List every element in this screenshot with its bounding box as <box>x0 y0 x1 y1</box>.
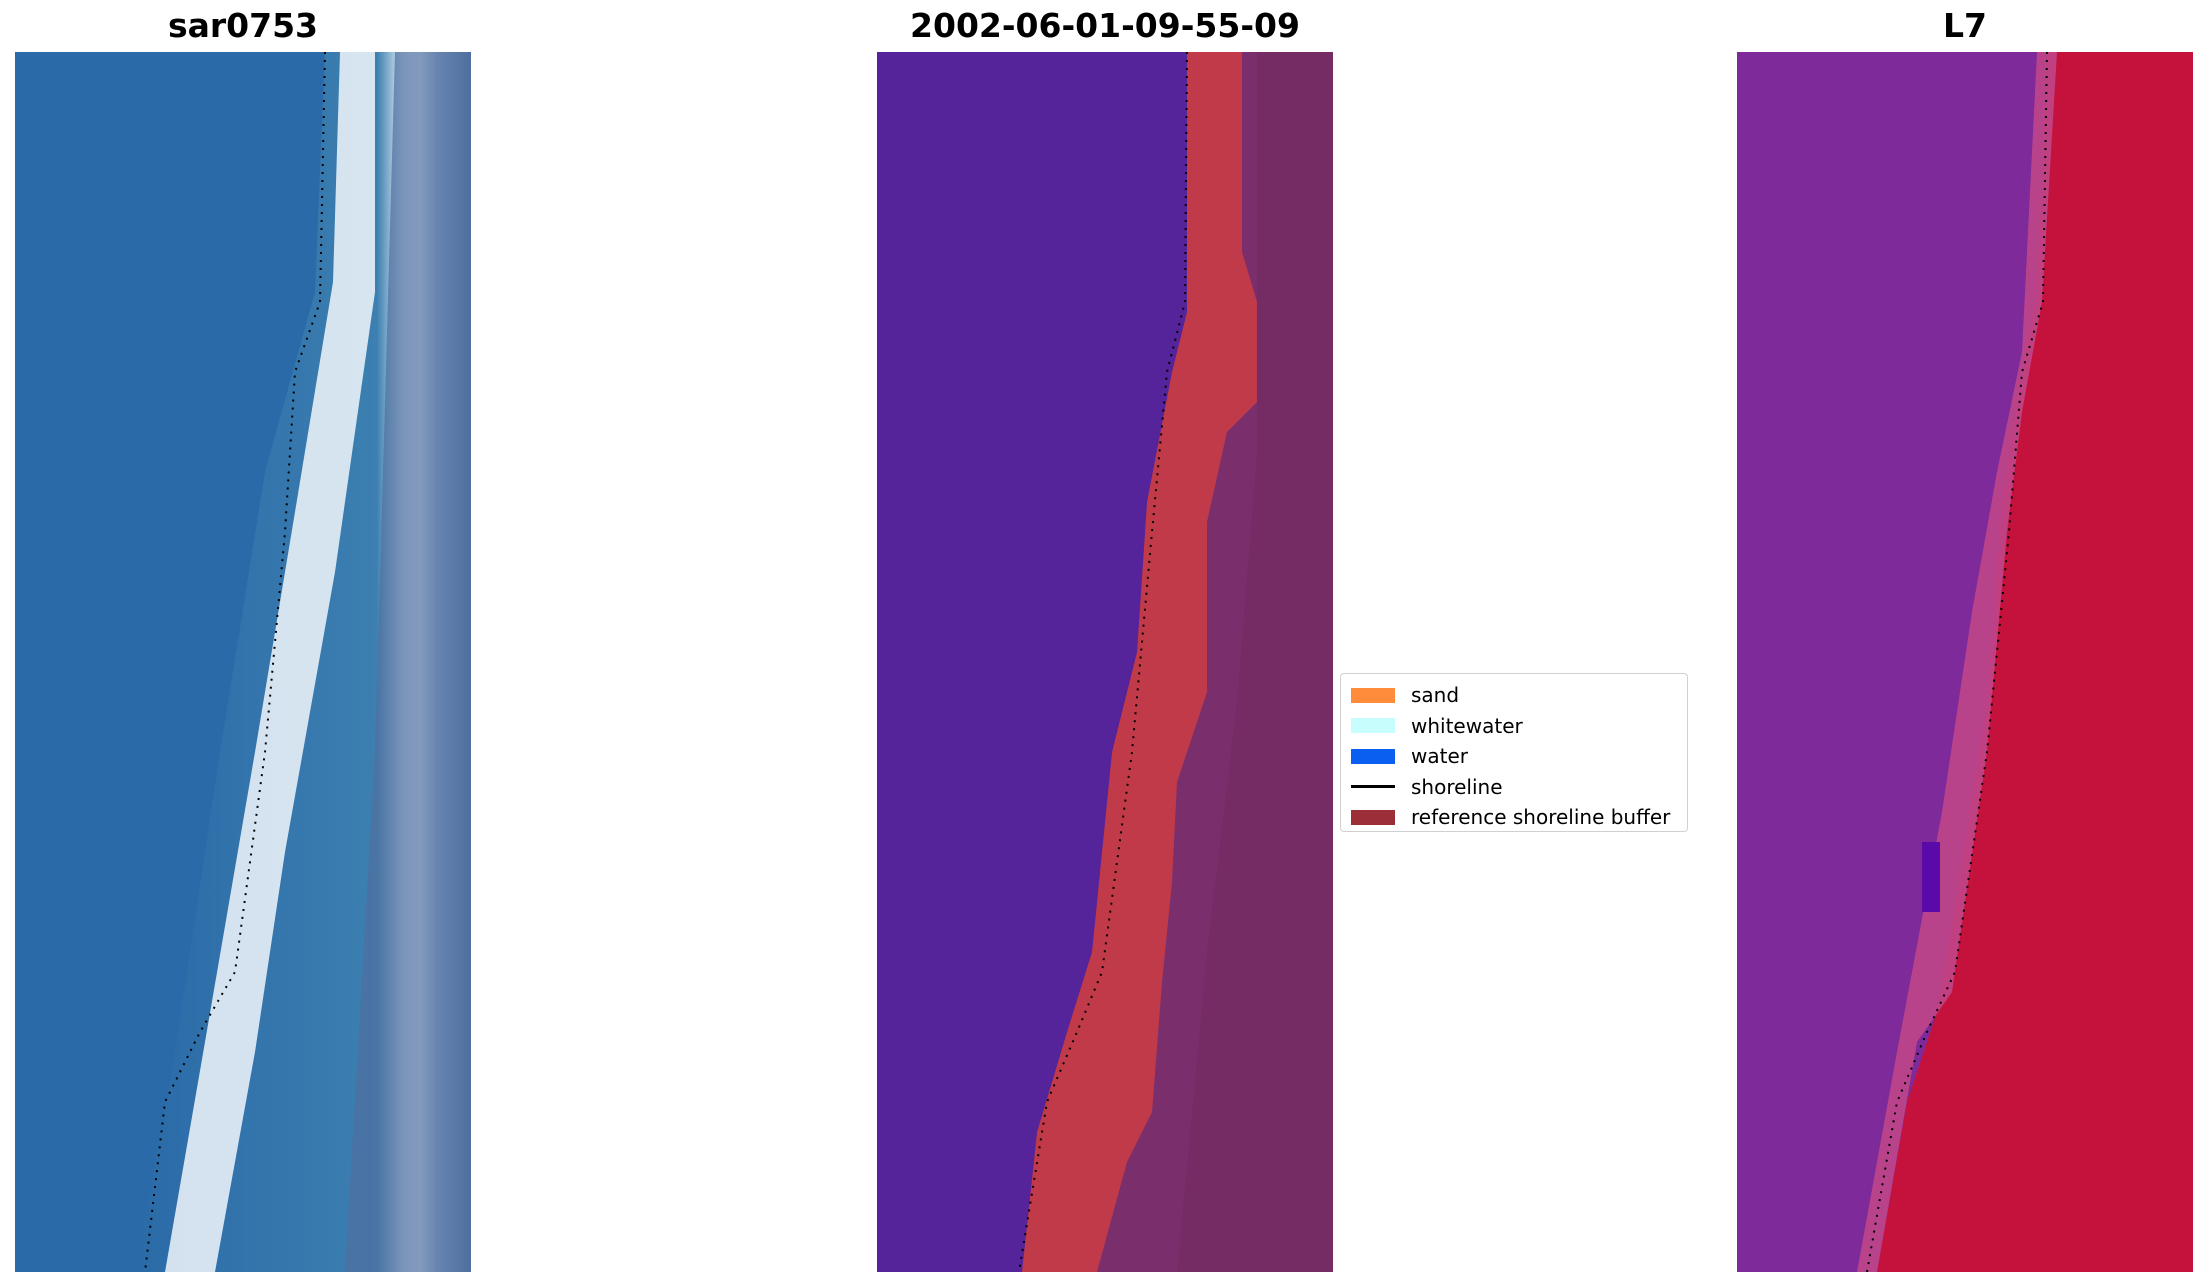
legend-swatch-shoreline <box>1351 785 1395 789</box>
legend-swatch-whitewater <box>1351 718 1395 734</box>
legend-swatch-reference-buffer <box>1351 809 1395 825</box>
legend-swatch-sand <box>1351 687 1395 703</box>
class-shoreline <box>1018 52 1188 1272</box>
rgb-land-strip <box>345 52 471 1272</box>
legend-label-water: water <box>1411 744 1468 769</box>
panel-title-rgb: sar0753 <box>167 6 319 45</box>
legend-item-sand: sand <box>1351 680 1677 711</box>
classification-panel <box>877 52 1333 1272</box>
legend-item-reference-buffer: reference shoreline buffer <box>1351 802 1677 833</box>
legend-swatch-water <box>1351 748 1395 764</box>
legend: sand whitewater water shoreline referenc… <box>1340 673 1688 832</box>
legend-label-reference-buffer: reference shoreline buffer <box>1411 805 1671 830</box>
index-panel <box>1737 52 2193 1272</box>
rgb-shoreline <box>144 52 326 1272</box>
class-buffer-area <box>1022 52 1257 1272</box>
index-transition <box>1857 52 2057 1272</box>
class-water-area <box>877 52 1187 1272</box>
legend-item-shoreline: shoreline <box>1351 772 1677 803</box>
legend-label-shoreline: shoreline <box>1411 774 1503 799</box>
legend-item-whitewater: whitewater <box>1351 711 1677 742</box>
class-land-texture <box>1177 52 1333 1272</box>
panel-title-classification: 2002-06-01-09-55-09 <box>910 6 1300 45</box>
legend-label-whitewater: whitewater <box>1411 713 1523 738</box>
index-shoreline <box>1866 52 2048 1272</box>
index-dark-patch <box>1922 842 1940 912</box>
legend-item-water: water <box>1351 741 1677 772</box>
panel-title-index: L7 <box>1943 6 1987 45</box>
legend-label-sand: sand <box>1411 683 1460 708</box>
rgb-image-panel <box>15 52 471 1272</box>
rgb-whitewater <box>165 52 375 1272</box>
